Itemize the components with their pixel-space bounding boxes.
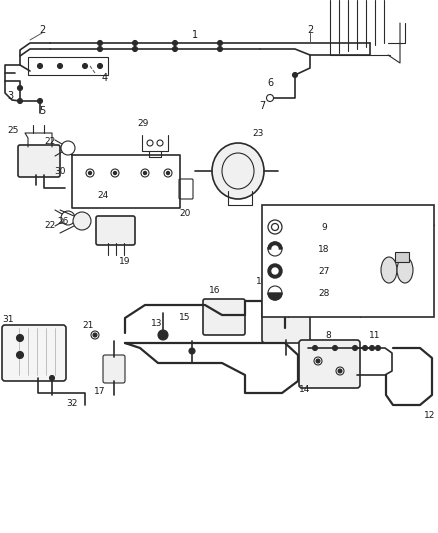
Text: SHAPE: SHAPE bbox=[381, 211, 411, 220]
Text: 9: 9 bbox=[320, 222, 326, 231]
Text: 10: 10 bbox=[256, 277, 267, 286]
Text: 19: 19 bbox=[119, 256, 131, 265]
Circle shape bbox=[266, 94, 273, 101]
Circle shape bbox=[158, 330, 168, 340]
Circle shape bbox=[172, 46, 177, 52]
Circle shape bbox=[93, 333, 97, 337]
Text: KEY  No.: KEY No. bbox=[304, 211, 342, 220]
Text: 1: 1 bbox=[191, 30, 198, 40]
Circle shape bbox=[172, 41, 177, 45]
Circle shape bbox=[374, 345, 380, 351]
Circle shape bbox=[217, 46, 222, 52]
Circle shape bbox=[143, 172, 146, 174]
FancyBboxPatch shape bbox=[18, 145, 60, 177]
Circle shape bbox=[157, 140, 162, 146]
Circle shape bbox=[337, 369, 341, 373]
FancyBboxPatch shape bbox=[261, 299, 309, 343]
Text: 30: 30 bbox=[54, 166, 66, 175]
Text: 2: 2 bbox=[306, 25, 312, 35]
FancyBboxPatch shape bbox=[103, 355, 125, 383]
FancyBboxPatch shape bbox=[298, 340, 359, 388]
Text: 6: 6 bbox=[266, 78, 272, 88]
Text: 27: 27 bbox=[318, 266, 329, 276]
Circle shape bbox=[272, 246, 277, 252]
Circle shape bbox=[292, 72, 297, 77]
Circle shape bbox=[267, 264, 281, 278]
Circle shape bbox=[147, 140, 153, 146]
Circle shape bbox=[57, 63, 62, 69]
Text: 15: 15 bbox=[179, 313, 191, 322]
Circle shape bbox=[18, 85, 22, 91]
FancyBboxPatch shape bbox=[2, 325, 66, 381]
Circle shape bbox=[335, 367, 343, 375]
Circle shape bbox=[267, 286, 281, 300]
Circle shape bbox=[97, 41, 102, 45]
Text: 25: 25 bbox=[7, 125, 19, 134]
Circle shape bbox=[37, 63, 42, 69]
Text: 28: 28 bbox=[318, 288, 329, 297]
Text: 2: 2 bbox=[39, 25, 45, 35]
Circle shape bbox=[91, 331, 99, 339]
Circle shape bbox=[332, 345, 337, 351]
Text: 31: 31 bbox=[2, 314, 14, 324]
Circle shape bbox=[132, 41, 137, 45]
Text: 18: 18 bbox=[318, 245, 329, 254]
Text: 3: 3 bbox=[7, 91, 13, 101]
Circle shape bbox=[352, 345, 357, 351]
Text: 22: 22 bbox=[44, 221, 56, 230]
Text: 5: 5 bbox=[39, 106, 45, 116]
Circle shape bbox=[313, 357, 321, 365]
Circle shape bbox=[49, 376, 54, 381]
FancyBboxPatch shape bbox=[96, 216, 135, 245]
Text: 29: 29 bbox=[137, 118, 148, 127]
Text: 32: 32 bbox=[66, 399, 78, 408]
Text: 11: 11 bbox=[368, 330, 380, 340]
FancyBboxPatch shape bbox=[202, 299, 244, 335]
Circle shape bbox=[217, 41, 222, 45]
Circle shape bbox=[82, 63, 87, 69]
Circle shape bbox=[17, 351, 24, 359]
Bar bbox=[394, 252, 408, 262]
Circle shape bbox=[37, 99, 42, 103]
Bar bbox=[28, 57, 108, 75]
Circle shape bbox=[267, 242, 281, 256]
Circle shape bbox=[369, 345, 374, 351]
Text: 26: 26 bbox=[57, 216, 68, 225]
Wedge shape bbox=[267, 242, 281, 249]
Circle shape bbox=[362, 345, 367, 351]
Text: 4: 4 bbox=[102, 73, 108, 83]
Circle shape bbox=[88, 172, 91, 174]
Ellipse shape bbox=[396, 257, 412, 283]
Text: 12: 12 bbox=[424, 410, 434, 419]
Text: 7: 7 bbox=[258, 101, 265, 111]
Text: 14: 14 bbox=[299, 385, 310, 394]
Circle shape bbox=[315, 359, 319, 363]
Circle shape bbox=[312, 345, 317, 351]
Circle shape bbox=[272, 268, 277, 274]
Circle shape bbox=[97, 46, 102, 52]
Text: 21: 21 bbox=[82, 320, 93, 329]
Circle shape bbox=[132, 46, 137, 52]
Ellipse shape bbox=[380, 257, 396, 283]
Circle shape bbox=[73, 212, 91, 230]
Text: 22: 22 bbox=[44, 136, 56, 146]
Text: 24: 24 bbox=[97, 190, 108, 199]
Wedge shape bbox=[267, 293, 281, 300]
Circle shape bbox=[17, 335, 24, 342]
Text: 16: 16 bbox=[209, 286, 220, 295]
Circle shape bbox=[189, 348, 194, 354]
Text: 23: 23 bbox=[252, 128, 263, 138]
Bar bbox=[261, 205, 433, 317]
Text: 17: 17 bbox=[94, 386, 106, 395]
Text: 8: 8 bbox=[325, 330, 330, 340]
Text: 20: 20 bbox=[179, 208, 190, 217]
Ellipse shape bbox=[212, 143, 263, 199]
Text: 13: 13 bbox=[151, 319, 162, 327]
Circle shape bbox=[166, 172, 169, 174]
Circle shape bbox=[97, 63, 102, 69]
Circle shape bbox=[113, 172, 116, 174]
Circle shape bbox=[18, 99, 22, 103]
